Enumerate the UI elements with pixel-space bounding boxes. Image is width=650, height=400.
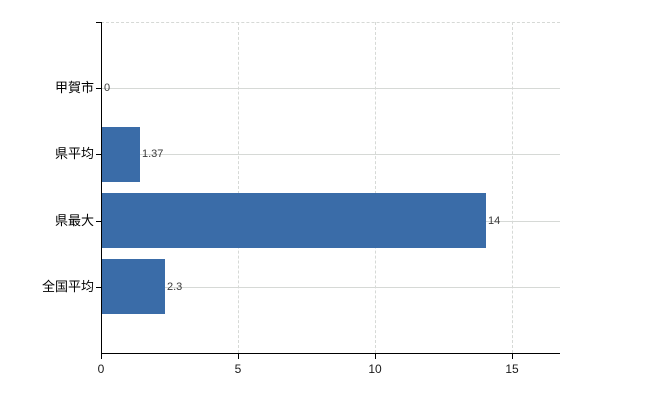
bar-value-label: 2.3 <box>167 281 183 293</box>
y-axis-tick <box>96 22 101 23</box>
bar-3[interactable] <box>102 259 165 314</box>
x-tick-label: 0 <box>97 362 105 376</box>
bar-1[interactable] <box>102 127 140 182</box>
x-axis-tick <box>238 354 239 359</box>
x-gridline <box>375 22 376 353</box>
category-label: 甲賀市 <box>54 80 94 95</box>
y-axis-tick <box>96 88 101 89</box>
category-gridline <box>101 154 560 155</box>
x-axis-tick <box>512 354 513 359</box>
x-gridline <box>238 22 239 353</box>
bar-value-label: 0 <box>104 82 111 94</box>
category-label: 県最大 <box>54 213 94 228</box>
x-tick-label: 15 <box>505 362 519 376</box>
x-axis <box>101 353 560 354</box>
x-axis-tick <box>375 354 376 359</box>
category-label: 県平均 <box>54 146 94 161</box>
category-label: 全国平均 <box>41 279 94 294</box>
y-axis-tick <box>96 154 101 155</box>
x-tick-label: 10 <box>368 362 382 376</box>
bar-2[interactable] <box>102 193 486 248</box>
x-tick-label: 5 <box>234 362 242 376</box>
category-gridline <box>101 88 560 89</box>
x-gridline <box>512 22 513 353</box>
y-axis-tick <box>96 221 101 222</box>
y-axis-tick <box>96 287 101 288</box>
bar-value-label: 1.37 <box>142 148 164 160</box>
plot-top-border <box>101 22 560 23</box>
y-axis <box>101 22 102 353</box>
x-axis-tick <box>101 354 102 359</box>
bar-value-label: 14 <box>488 215 501 227</box>
category-gridline <box>101 287 560 288</box>
